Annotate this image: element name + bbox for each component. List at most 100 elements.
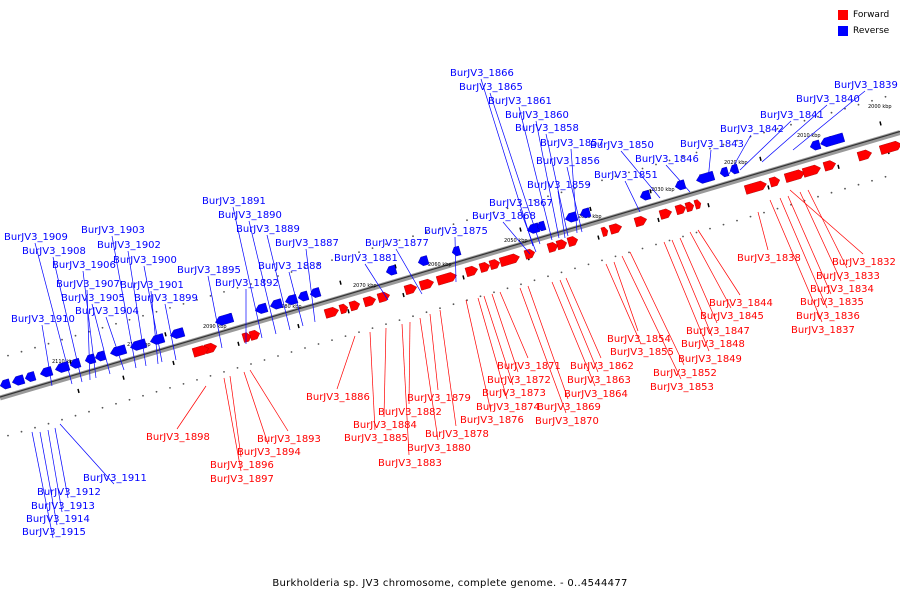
gene-label-burjv3-1867[interactable]: BurJV3_1867	[489, 198, 553, 209]
gene-label-burjv3-1882[interactable]: BurJV3_1882	[378, 407, 442, 418]
gene-label-burjv3-1895[interactable]: BurJV3_1895	[177, 265, 241, 276]
gene-label-burjv3-1893[interactable]: BurJV3_1893	[257, 434, 321, 445]
gene-label-burjv3-1915[interactable]: BurJV3_1915	[22, 527, 86, 538]
gene-label-burjv3-1841[interactable]: BurJV3_1841	[760, 110, 824, 121]
gene-label-burjv3-1884[interactable]: BurJV3_1884	[353, 420, 417, 431]
gene-label-burjv3-1839[interactable]: BurJV3_1839	[834, 80, 898, 91]
gene-label-burjv3-1851[interactable]: BurJV3_1851	[594, 170, 658, 181]
gene-label-burjv3-1837[interactable]: BurJV3_1837	[791, 325, 855, 336]
gene-leader-line	[545, 133, 569, 237]
gene-label-burjv3-1858[interactable]: BurJV3_1858	[515, 123, 579, 134]
gene-label-burjv3-1876[interactable]: BurJV3_1876	[460, 415, 524, 426]
gene-label-burjv3-1877[interactable]: BurJV3_1877	[365, 238, 429, 249]
gene-label-burjv3-1840[interactable]: BurJV3_1840	[796, 94, 860, 105]
gene-label-burjv3-1859[interactable]: BurJV3_1859	[527, 180, 591, 191]
gene-label-burjv3-1886[interactable]: BurJV3_1886	[306, 392, 370, 403]
gene-label-burjv3-1856[interactable]: BurJV3_1856	[536, 156, 600, 167]
gene-label-burjv3-1852[interactable]: BurJV3_1852	[653, 368, 717, 379]
gene-label-burjv3-1897[interactable]: BurJV3_1897	[210, 474, 274, 485]
gene-label-burjv3-1842[interactable]: BurJV3_1842	[720, 124, 784, 135]
gene-label-burjv3-1909[interactable]: BurJV3_1909	[4, 232, 68, 243]
forward-gene-arrow	[555, 239, 568, 251]
gene-label-burjv3-1866[interactable]: BurJV3_1866	[450, 68, 514, 79]
gene-label-burjv3-1874[interactable]: BurJV3_1874	[476, 402, 540, 413]
gene-leader-line	[535, 120, 560, 239]
gene-label-burjv3-1848[interactable]: BurJV3_1848	[681, 339, 745, 350]
gene-label-burjv3-1875[interactable]: BurJV3_1875	[424, 226, 488, 237]
gene-label-burjv3-1894[interactable]: BurJV3_1894	[237, 447, 301, 458]
gene-label-burjv3-1835[interactable]: BurJV3_1835	[800, 297, 864, 308]
gene-label-burjv3-1870[interactable]: BurJV3_1870	[535, 416, 599, 427]
gene-label-burjv3-1849[interactable]: BurJV3_1849	[678, 354, 742, 365]
gene-leader-line	[364, 263, 389, 301]
gene-label-burjv3-1862[interactable]: BurJV3_1862	[570, 361, 634, 372]
gene-label-burjv3-1911[interactable]: BurJV3_1911	[83, 473, 147, 484]
gene-leader-line	[288, 271, 304, 327]
gene-label-burjv3-1906[interactable]: BurJV3_1906	[52, 260, 116, 271]
gene-label-burjv3-1860[interactable]: BurJV3_1860	[505, 110, 569, 121]
gene-leader-line	[761, 104, 828, 163]
gene-label-burjv3-1892[interactable]: BurJV3_1892	[215, 278, 279, 289]
gene-label-burjv3-1881[interactable]: BurJV3_1881	[334, 253, 398, 264]
gene-leader-line	[519, 208, 537, 253]
gene-label-burjv3-1904[interactable]: BurJV3_1904	[75, 306, 139, 317]
gene-label-burjv3-1871[interactable]: BurJV3_1871	[497, 361, 561, 372]
gene-label-burjv3-1833[interactable]: BurJV3_1833	[816, 271, 880, 282]
gene-labels: BurJV3_1832 BurJV3_1833 BurJV3_1834 BurJV3_…	[4, 68, 898, 539]
gene-label-burjv3-1850[interactable]: BurJV3_1850	[590, 140, 654, 151]
gene-label-burjv3-1880[interactable]: BurJV3_1880	[407, 443, 471, 454]
gene-label-burjv3-1903[interactable]: BurJV3_1903	[81, 225, 145, 236]
gene-label-burjv3-1868[interactable]: BurJV3_1868	[472, 211, 536, 222]
gene-label-burjv3-1905[interactable]: BurJV3_1905	[61, 293, 125, 304]
gene-label-burjv3-1864[interactable]: BurJV3_1864	[564, 389, 628, 400]
gene-leader-line	[31, 431, 54, 539]
gene-label-burjv3-1855[interactable]: BurJV3_1855	[610, 347, 674, 358]
gene-leader-line	[266, 234, 291, 331]
gene-label-burjv3-1844[interactable]: BurJV3_1844	[709, 298, 773, 309]
gene-label-burjv3-1902[interactable]: BurJV3_1902	[97, 240, 161, 251]
gene-label-burjv3-1900[interactable]: BurJV3_1900	[113, 255, 177, 266]
gene-label-burjv3-1901[interactable]: BurJV3_1901	[120, 280, 184, 291]
gene-label-burjv3-1899[interactable]: BurJV3_1899	[134, 293, 198, 304]
gene-leader-line	[663, 241, 710, 352]
gene-label-burjv3-1912[interactable]: BurJV3_1912	[37, 487, 101, 498]
gene-label-burjv3-1890[interactable]: BurJV3_1890	[218, 210, 282, 221]
gene-label-burjv3-1896[interactable]: BurJV3_1896	[210, 460, 274, 471]
gene-label-burjv3-1888[interactable]: BurJV3_1888	[258, 261, 322, 272]
gene-label-burjv3-1907[interactable]: BurJV3_1907	[56, 279, 120, 290]
gene-label-burjv3-1838[interactable]: BurJV3_1838	[737, 253, 801, 264]
gene-label-burjv3-1869[interactable]: BurJV3_1869	[537, 402, 601, 413]
gene-label-burjv3-1913[interactable]: BurJV3_1913	[31, 501, 95, 512]
gene-label-burjv3-1843[interactable]: BurJV3_1843	[680, 139, 744, 150]
gene-label-burjv3-1889[interactable]: BurJV3_1889	[236, 224, 300, 235]
gene-label-burjv3-1878[interactable]: BurJV3_1878	[425, 429, 489, 440]
gene-label-burjv3-1879[interactable]: BurJV3_1879	[407, 393, 471, 404]
gene-label-burjv3-1832[interactable]: BurJV3_1832	[832, 257, 896, 268]
gene-label-burjv3-1845[interactable]: BurJV3_1845	[700, 311, 764, 322]
gene-label-burjv3-1872[interactable]: BurJV3_1872	[487, 375, 551, 386]
gene-label-burjv3-1891[interactable]: BurJV3_1891	[202, 196, 266, 207]
gene-label-burjv3-1863[interactable]: BurJV3_1863	[567, 375, 631, 386]
gene-label-burjv3-1846[interactable]: BurJV3_1846	[635, 154, 699, 165]
forward-gene-arrow	[248, 329, 261, 341]
forward-gene-arrow	[684, 201, 695, 213]
gene-label-burjv3-1834[interactable]: BurJV3_1834	[810, 284, 874, 295]
gene-label-burjv3-1914[interactable]: BurJV3_1914	[26, 514, 90, 525]
gene-label-burjv3-1910[interactable]: BurJV3_1910	[11, 314, 75, 325]
gene-label-burjv3-1847[interactable]: BurJV3_1847	[686, 326, 750, 337]
gene-label-burjv3-1853[interactable]: BurJV3_1853	[650, 382, 714, 393]
gene-label-burjv3-1873[interactable]: BurJV3_1873	[482, 388, 546, 399]
gene-leader-line	[779, 197, 828, 309]
forward-gene-arrow	[783, 169, 805, 183]
gene-label-burjv3-1883[interactable]: BurJV3_1883	[378, 458, 442, 469]
gene-label-burjv3-1908[interactable]: BurJV3_1908	[22, 246, 86, 257]
reverse-gene-arrow	[215, 312, 235, 326]
gene-label-burjv3-1885[interactable]: BurJV3_1885	[344, 433, 408, 444]
gene-label-burjv3-1836[interactable]: BurJV3_1836	[796, 311, 860, 322]
gene-label-burjv3-1887[interactable]: BurJV3_1887	[275, 238, 339, 249]
gene-label-burjv3-1898[interactable]: BurJV3_1898	[146, 432, 210, 443]
gene-label-burjv3-1865[interactable]: BurJV3_1865	[459, 82, 523, 93]
gene-label-burjv3-1861[interactable]: BurJV3_1861	[488, 96, 552, 107]
gene-label-burjv3-1857[interactable]: BurJV3_1857	[540, 138, 604, 149]
gene-leader-line	[408, 321, 411, 405]
